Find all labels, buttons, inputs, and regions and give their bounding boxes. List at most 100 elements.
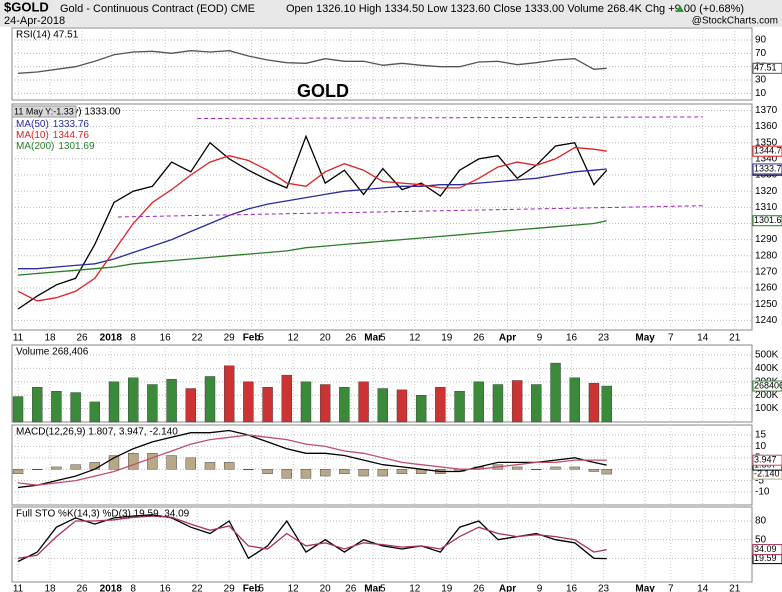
y-tick-label: 1340	[755, 154, 778, 165]
x-tick-label: 8	[130, 333, 136, 344]
end-tag: 34.09	[754, 544, 777, 554]
bar	[358, 469, 369, 477]
end-tag-box	[752, 380, 782, 392]
y-tick-label: 30	[755, 75, 767, 86]
x-tick-label: 14	[697, 333, 709, 344]
date: 24-Apr-2018	[4, 15, 65, 27]
trendline	[197, 116, 703, 120]
bar	[319, 469, 331, 477]
bar	[588, 382, 600, 423]
y-tick-label: 1350	[755, 137, 778, 148]
bar	[569, 466, 580, 470]
y-tick-label: 1310	[755, 202, 778, 213]
legend-value: 1301.69	[58, 141, 95, 152]
x-tick-label: Mar	[364, 333, 382, 344]
end-tag-box	[752, 62, 782, 74]
end-tag-box	[752, 454, 782, 466]
bar	[281, 374, 292, 423]
bar	[281, 469, 292, 479]
bar	[243, 469, 254, 470]
end-tag: 1333.76	[754, 163, 782, 173]
bar	[511, 380, 523, 423]
series-line	[18, 168, 607, 270]
bar	[108, 381, 120, 423]
x-tick-label: 23	[598, 584, 610, 592]
bar	[166, 378, 177, 423]
bar	[339, 469, 350, 474]
y-tick-label: 1260	[755, 283, 778, 294]
bar	[223, 365, 235, 423]
series-line	[17, 434, 607, 486]
bar	[601, 469, 612, 475]
y-tick-label: 1280	[755, 250, 778, 261]
bar	[358, 381, 369, 423]
x-tick-label: 14	[697, 584, 709, 592]
panel	[11, 103, 753, 331]
legend-value: 1344.76	[53, 130, 90, 141]
legend-name: MA(10)	[16, 130, 49, 141]
x-tick-label: 9	[537, 584, 543, 592]
panel-title: MACD(12,26,9) 1.807, 3.947, -2.140	[16, 427, 178, 438]
bar	[262, 386, 273, 423]
bar	[550, 362, 561, 423]
bar	[319, 384, 331, 423]
legend-name: MA(200)	[16, 141, 54, 152]
x-tick-label: 9	[537, 333, 543, 344]
x-tick-label: 5	[380, 333, 386, 344]
x-tick-label: Apr	[499, 584, 516, 592]
x-tick-label: 11	[13, 333, 24, 344]
x-tick-label: Feb	[243, 584, 261, 592]
y-tick-label: 10	[755, 441, 767, 452]
bar	[339, 386, 350, 423]
x-tick-label: 26	[345, 584, 357, 592]
bar	[89, 462, 101, 470]
y-tick-label: 1270	[755, 267, 778, 278]
x-tick-label: 12	[409, 333, 421, 344]
bar	[377, 388, 388, 423]
x-tick-label: 18	[44, 333, 56, 344]
x-tick-label: 8	[130, 584, 136, 592]
x-tick-label: 2018	[100, 584, 123, 592]
x-tick-label: 26	[76, 333, 88, 344]
x-tick-label: 16	[566, 333, 578, 344]
header-bar	[0, 0, 782, 27]
x-tick-label: 16	[160, 333, 172, 344]
x-tick-label: 29	[224, 584, 236, 592]
series-line	[17, 429, 607, 489]
x-tick-label: 23	[598, 333, 610, 344]
x-tick-label: 12	[288, 584, 300, 592]
y-tick-label: 400K	[755, 363, 779, 374]
x-tick-label: 18	[44, 584, 56, 592]
y-tick-label: 100K	[755, 403, 779, 414]
bar	[51, 466, 62, 470]
bar	[185, 457, 196, 470]
panel-title: RSI(14) 47.51	[16, 30, 79, 41]
annotation: GOLD	[297, 81, 349, 101]
bar	[51, 391, 62, 423]
x-tick-label: 29	[224, 333, 236, 344]
bar	[473, 381, 484, 423]
series-line	[17, 134, 608, 310]
x-tick-label: 26	[345, 333, 357, 344]
bar	[185, 388, 196, 423]
x-tick-label: 12	[288, 333, 300, 344]
legend-value: 1333.76	[53, 119, 90, 130]
bar	[569, 377, 580, 423]
series-line	[17, 515, 607, 559]
bar	[300, 381, 312, 423]
end-tag: 1344.7	[754, 146, 782, 156]
end-tag: 47.51	[754, 63, 777, 73]
y-tick-label: 1250	[755, 299, 778, 310]
bar	[32, 386, 43, 423]
bar	[601, 385, 612, 423]
y-tick-label: 1320	[755, 186, 778, 197]
end-tag: 3.947	[754, 455, 777, 465]
x-tick-label: 22	[192, 584, 204, 592]
end-tag: 268406	[754, 380, 782, 390]
bar	[147, 453, 158, 470]
end-tag-box	[752, 544, 782, 556]
bar	[396, 389, 408, 423]
end-tag: 1301.6	[754, 215, 782, 225]
y-tick-label: 10	[755, 88, 767, 99]
